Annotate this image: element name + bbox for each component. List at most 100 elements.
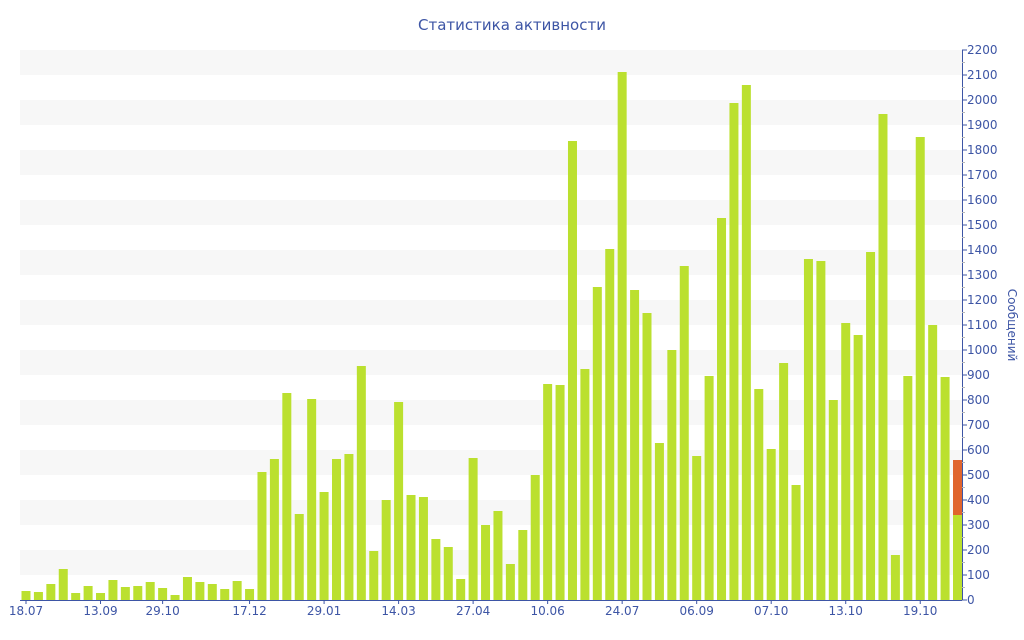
bar bbox=[257, 472, 267, 600]
bar bbox=[729, 103, 739, 600]
bar bbox=[71, 593, 81, 600]
bar bbox=[269, 459, 279, 600]
x-tick-label: 19.10 bbox=[903, 604, 937, 618]
y-tick-label: 1800 bbox=[967, 143, 998, 157]
bar bbox=[33, 592, 43, 600]
bar bbox=[717, 218, 727, 600]
grid-band bbox=[20, 200, 962, 225]
y-tick-label: 500 bbox=[967, 468, 990, 482]
bar bbox=[816, 261, 826, 600]
x-tick-label: 06.09 bbox=[680, 604, 714, 618]
bar bbox=[195, 582, 205, 600]
y-tick-label: 1200 bbox=[967, 293, 998, 307]
bar-current bbox=[953, 460, 962, 515]
x-tick-label: 14.03 bbox=[381, 604, 415, 618]
chart-title: Статистика активности bbox=[418, 16, 606, 34]
bar bbox=[170, 595, 180, 600]
y-tick-label: 900 bbox=[967, 368, 990, 382]
y-tick-label: 1600 bbox=[967, 193, 998, 207]
bar bbox=[207, 584, 217, 600]
bar bbox=[580, 369, 590, 600]
bar bbox=[853, 335, 863, 600]
bar bbox=[605, 249, 615, 600]
bar bbox=[555, 385, 565, 600]
y-tick-label: 2100 bbox=[967, 68, 998, 82]
y-tick-label: 1700 bbox=[967, 168, 998, 182]
y-tick-label: 0 bbox=[967, 593, 975, 607]
bar bbox=[369, 551, 379, 600]
bar bbox=[878, 114, 888, 600]
bar bbox=[630, 290, 640, 600]
bar bbox=[803, 259, 813, 600]
bar bbox=[245, 589, 255, 600]
y-tick-label: 300 bbox=[967, 518, 990, 532]
y-tick-label: 200 bbox=[967, 543, 990, 557]
bar bbox=[344, 454, 354, 600]
y-tick-label: 600 bbox=[967, 443, 990, 457]
bar bbox=[468, 458, 478, 600]
bar bbox=[766, 449, 776, 600]
bar bbox=[940, 377, 950, 600]
x-tick-label: 07.10 bbox=[754, 604, 788, 618]
bar bbox=[220, 589, 230, 600]
bar bbox=[58, 569, 68, 600]
bar bbox=[953, 515, 962, 600]
y-tick-label: 700 bbox=[967, 418, 990, 432]
bar bbox=[232, 581, 242, 600]
bar bbox=[493, 511, 503, 600]
bar bbox=[915, 137, 925, 600]
x-tick-label: 24.07 bbox=[605, 604, 639, 618]
bar bbox=[120, 587, 130, 600]
y-tick-label: 400 bbox=[967, 493, 990, 507]
bar bbox=[307, 399, 317, 600]
bar bbox=[592, 287, 602, 600]
bar bbox=[866, 252, 876, 600]
y-tick-label: 100 bbox=[967, 568, 990, 582]
bar bbox=[381, 500, 391, 600]
bar bbox=[108, 580, 118, 600]
y-tick-label: 1000 bbox=[967, 343, 998, 357]
bar bbox=[282, 393, 292, 600]
bar bbox=[431, 539, 441, 600]
grid-band bbox=[20, 150, 962, 175]
bar bbox=[679, 266, 689, 600]
bar bbox=[617, 72, 627, 600]
bar bbox=[518, 530, 528, 600]
bar bbox=[791, 485, 801, 600]
bar bbox=[481, 525, 491, 600]
y-tick-label: 2000 bbox=[967, 93, 998, 107]
bar bbox=[828, 400, 838, 600]
x-tick-label: 10.06 bbox=[530, 604, 564, 618]
bar bbox=[543, 384, 553, 600]
bar bbox=[406, 495, 416, 600]
x-tick-label: 18.07 bbox=[9, 604, 43, 618]
bar bbox=[145, 582, 155, 600]
bar bbox=[567, 141, 577, 600]
x-tick-label: 27.04 bbox=[456, 604, 490, 618]
bar bbox=[903, 376, 913, 600]
bar bbox=[741, 85, 751, 600]
bar bbox=[356, 366, 366, 600]
bar bbox=[779, 363, 789, 600]
bar bbox=[394, 402, 404, 600]
y-tick-label: 1100 bbox=[967, 318, 998, 332]
x-tick-label: 17.12 bbox=[232, 604, 266, 618]
bar bbox=[319, 492, 329, 600]
bar bbox=[418, 497, 428, 600]
y-axis-label: Сообщений bbox=[1005, 289, 1019, 362]
x-tick-label: 29.01 bbox=[307, 604, 341, 618]
bar bbox=[692, 456, 702, 600]
bar bbox=[96, 593, 106, 600]
bar bbox=[46, 584, 56, 600]
grid-band bbox=[20, 50, 962, 75]
bar bbox=[456, 579, 466, 600]
y-tick-label: 1400 bbox=[967, 243, 998, 257]
bar bbox=[21, 591, 31, 600]
bar bbox=[841, 323, 851, 600]
bar bbox=[443, 547, 453, 600]
y-tick-label: 1300 bbox=[967, 268, 998, 282]
bar bbox=[654, 443, 664, 600]
bar bbox=[704, 376, 714, 600]
bar bbox=[667, 350, 677, 600]
